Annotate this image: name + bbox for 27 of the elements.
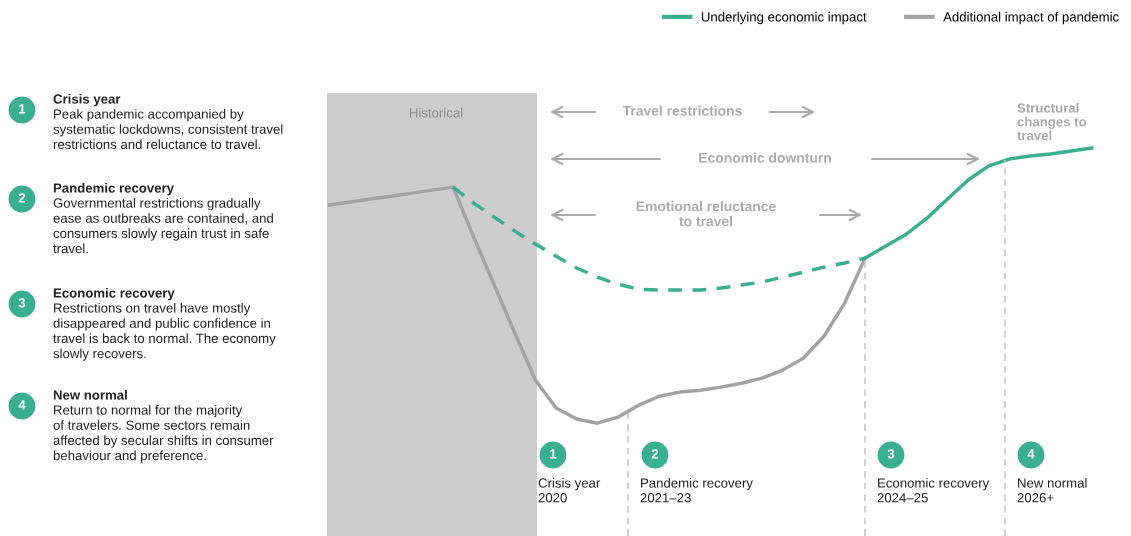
text: Return to normal for the majority of travelers. Some sectors remain affected by secular shifts in consumer behaviour and preference. — [53, 405, 274, 463]
text: Crisis year — [53, 94, 121, 107]
text: Structural changes to travel — [1017, 103, 1087, 141]
text: 4 — [18, 400, 26, 410]
text: Pandemic recovery 2021–23 — [640, 478, 753, 503]
text: Economic recovery — [53, 288, 175, 301]
text: 2 — [18, 193, 26, 203]
text: Pandemic recovery — [53, 183, 174, 196]
text: Historical — [409, 107, 463, 118]
text: Travel restrictions — [622, 105, 742, 116]
text: 1 — [550, 449, 557, 459]
text: Economic recovery 2024–25 — [877, 478, 990, 503]
text: 3 — [18, 298, 26, 308]
legend-label: Underlying economic impact — [701, 11, 867, 25]
text: 1 — [19, 104, 26, 114]
legend-label: Additional impact of pandemic — [943, 11, 1119, 25]
annotation: Emotional reluctance to travel — [636, 201, 776, 227]
text: 2 — [651, 449, 659, 459]
text: New normal 2026+ — [1017, 478, 1087, 503]
text: Peak pandemic accompanied by systematic lockdowns, consistent travel restrictions and reluctance to travel. — [53, 109, 283, 150]
text: New normal — [53, 390, 127, 400]
text: Crisis year 2020 — [538, 478, 601, 503]
text: Restrictions on travel have mostly disappeared and public confidence in travel is back to normal. The economy slowly recovers. — [53, 303, 276, 361]
text: Governmental restrictions gradually ease as outbreaks are contained, and consumers slowly regain trust in safe travel. — [53, 198, 273, 254]
annotation: Economic downturn — [699, 152, 831, 163]
text: 4 — [1027, 449, 1035, 459]
text: 3 — [887, 449, 895, 459]
